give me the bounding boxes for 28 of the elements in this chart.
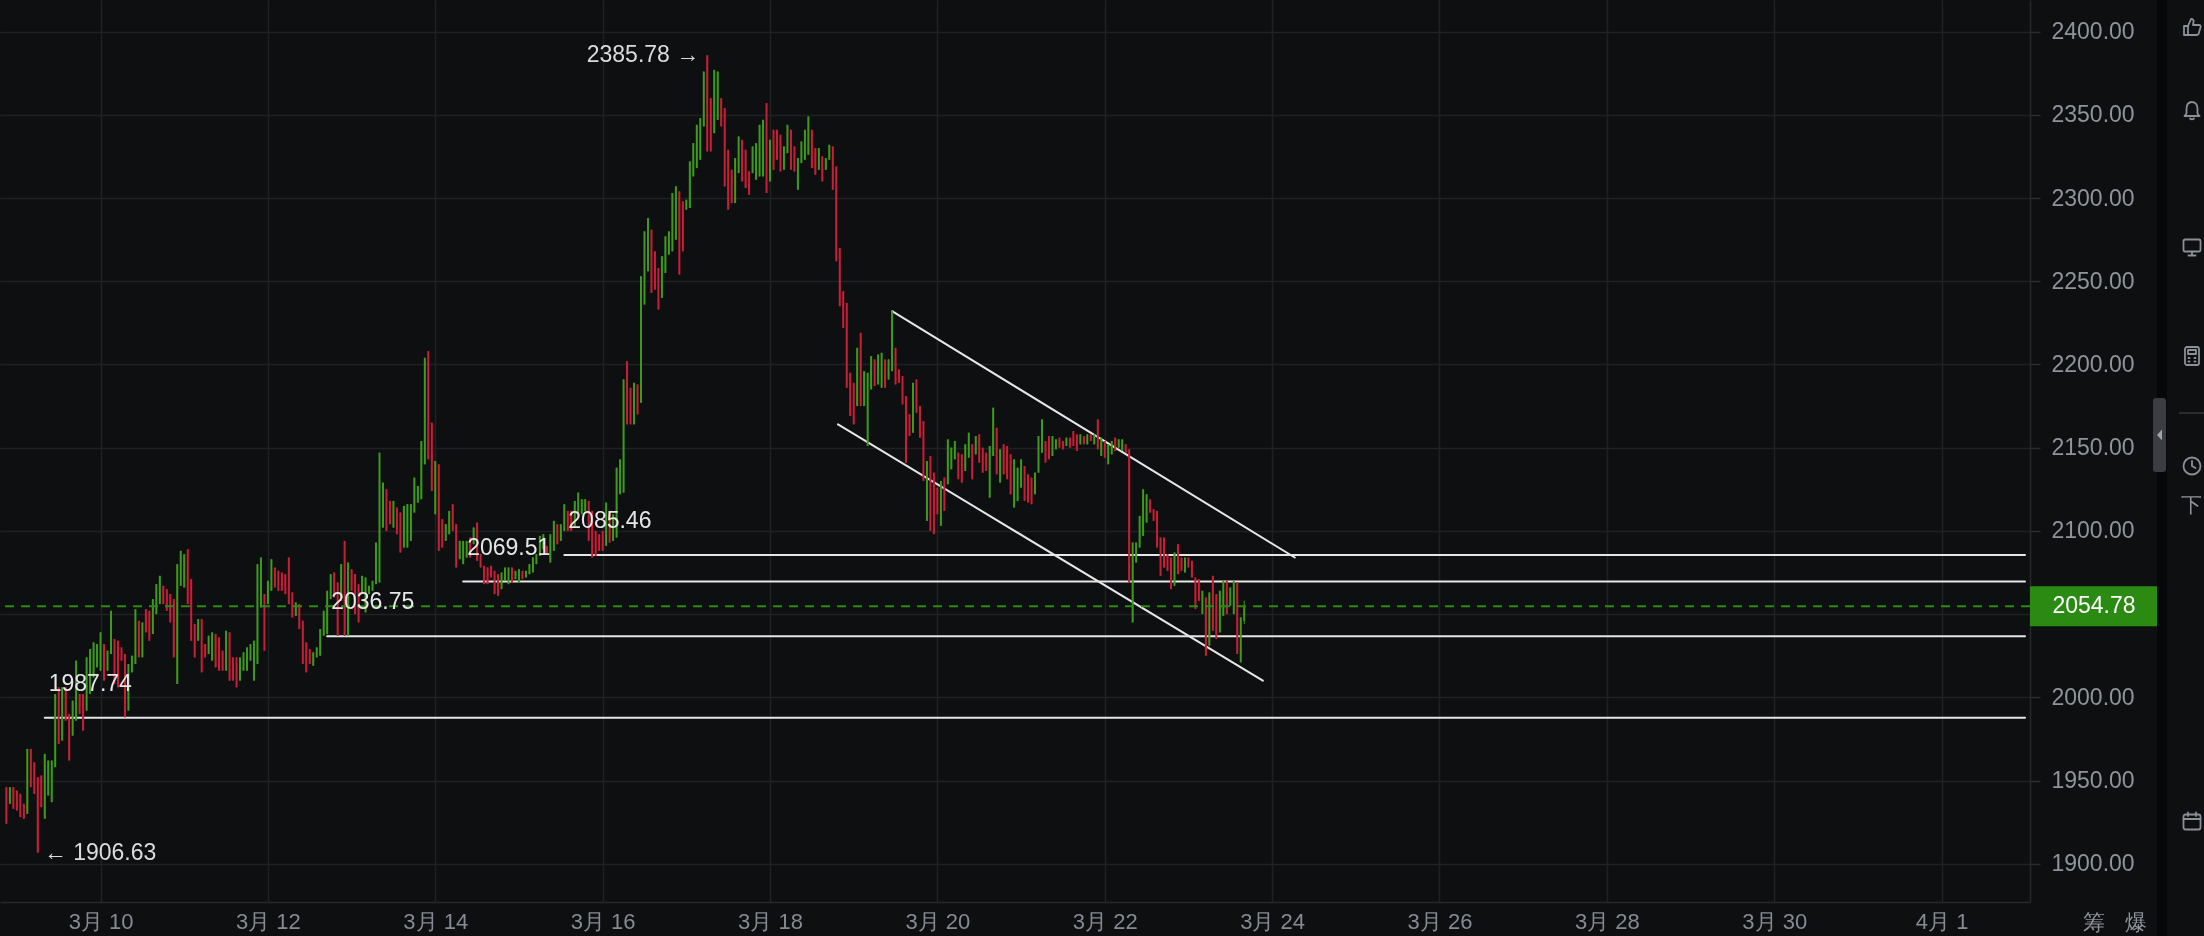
x-tick-label: 3月 16 <box>570 908 636 934</box>
y-tick-label: 2250.00 <box>2051 267 2135 294</box>
x-tick-label: 3月 24 <box>1240 908 1306 934</box>
annotation: 2385.78 → <box>586 41 700 68</box>
x-tick-label: 3月 30 <box>1742 908 1808 934</box>
x-tick-label: 3月 20 <box>905 908 971 934</box>
x-tick-label: 3月 22 <box>1072 908 1138 934</box>
annotation: ← 1906.63 <box>43 838 157 865</box>
x-tick-label: 3月 18 <box>738 908 803 934</box>
x-tick-label: 3月 26 <box>1407 908 1473 934</box>
ref-line-label: 2054.78 <box>2052 592 2136 619</box>
y-tick-label: 1900.00 <box>2051 850 2135 877</box>
y-tick-label: 2200.00 <box>2051 350 2135 377</box>
x-tick-label: 4月 1 <box>1915 908 1969 934</box>
y-tick-label: 2150.00 <box>2051 434 2135 461</box>
y-tick-label: 2100.00 <box>2051 517 2135 544</box>
x-tick-label: 3月 10 <box>68 908 134 934</box>
text: 筹 <box>2083 910 2105 935</box>
y-tick-label: 1950.00 <box>2051 767 2135 794</box>
y-tick-label: 2000.00 <box>2051 683 2135 710</box>
text: 下 <box>2181 493 2202 516</box>
y-tick-label: 2350.00 <box>2051 101 2135 128</box>
x-tick-label: 3月 12 <box>236 908 301 934</box>
y-tick-label: 2400.00 <box>2051 18 2135 45</box>
text: 爆 <box>2125 910 2147 935</box>
y-tick-label: 2300.00 <box>2051 184 2135 211</box>
x-tick-label: 3月 28 <box>1574 908 1640 934</box>
x-tick-label: 3月 14 <box>403 908 469 934</box>
